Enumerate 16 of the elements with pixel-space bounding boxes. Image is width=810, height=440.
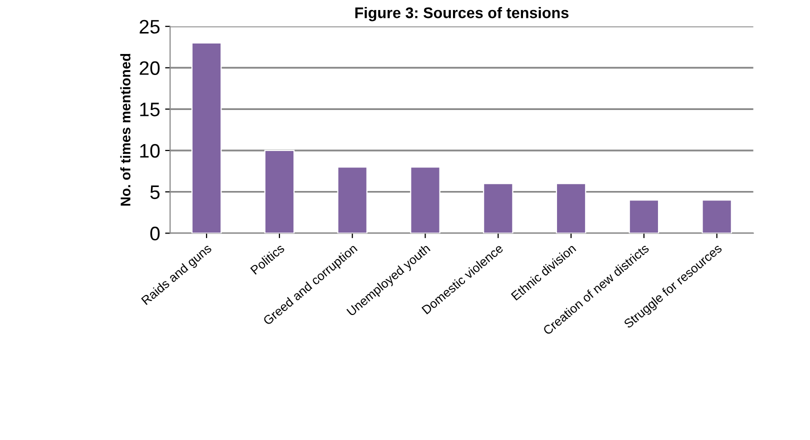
y-tick-label: 5 — [150, 186, 160, 200]
bar — [483, 183, 514, 234]
y-tick-label: 10 — [140, 144, 160, 158]
y-tick-label: 25 — [140, 20, 160, 34]
bar — [191, 42, 222, 234]
bar — [410, 166, 440, 234]
bar — [702, 200, 732, 234]
bar — [337, 166, 368, 234]
bar — [628, 200, 660, 234]
y-tick-label: 0 — [150, 226, 160, 240]
bar — [556, 183, 586, 234]
y-tick-label: 15 — [140, 102, 160, 116]
y-axis-title: No. of times mentioned — [120, 54, 130, 206]
y-tick-label: 20 — [140, 61, 160, 75]
bar — [264, 150, 295, 234]
chart-title: Figure 3: Sources of tensions — [355, 6, 568, 22]
